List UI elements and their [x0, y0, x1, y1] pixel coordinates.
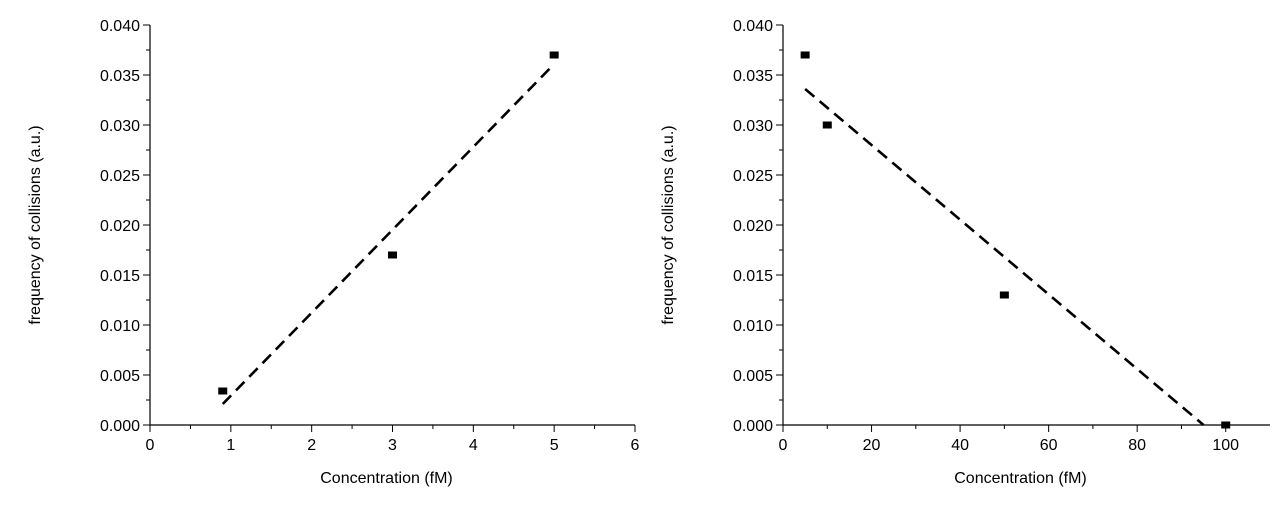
y-tick-label: 0.030: [733, 118, 773, 135]
x-tick-label: 100: [1212, 437, 1239, 454]
x-tick-label: 40: [951, 437, 969, 454]
y-tick-label: 0.005: [733, 368, 773, 385]
chart-panel-1: 0.000 0.005 0.010 0.015 0.020 0.025 0.030 0.035…: [27, 18, 640, 487]
y-tick-label: 0.000: [733, 418, 773, 435]
y-tick-label: 0.015: [733, 268, 773, 285]
x-tick-label: 5: [550, 437, 559, 454]
data-point: [388, 251, 397, 259]
fit-line: [804, 88, 1205, 426]
y-tick-label: 0.030: [100, 118, 140, 135]
x-tick-label: 0: [146, 437, 155, 454]
data-point: [822, 121, 832, 129]
data-point: [999, 291, 1009, 299]
y-axis-title: frequency of collisions (a.u.): [27, 125, 44, 324]
y-tick-label: 0.000: [100, 418, 140, 435]
y-tick-label: 0.015: [100, 268, 140, 285]
x-tick-label: 80: [1128, 437, 1146, 454]
y-axis-title: frequency of collisions (a.u.): [660, 125, 677, 324]
x-tick-label: 6: [631, 437, 640, 454]
x-tick-label: 2: [307, 437, 316, 454]
x-tick-label: 1: [226, 437, 235, 454]
y-tick-label: 0.020: [100, 218, 140, 235]
x-tick-label: 0: [779, 437, 788, 454]
x-tick-label: 60: [1040, 437, 1058, 454]
y-tick-label: 0.035: [100, 68, 140, 85]
y-tick-label: 0.035: [733, 68, 773, 85]
y-tick-label: 0.025: [733, 168, 773, 185]
x-axis-title: Concentration (fM): [320, 470, 453, 487]
data-point: [800, 51, 810, 59]
data-point: [218, 387, 228, 395]
y-tick-label: 0.010: [733, 318, 773, 335]
y-tick-label: 0.025: [100, 168, 140, 185]
y-tick-label: 0.040: [100, 18, 140, 35]
x-tick-label: 20: [863, 437, 881, 454]
y-tick-label: 0.020: [733, 218, 773, 235]
y-tick-label: 0.010: [100, 318, 140, 335]
y-tick-label: 0.040: [733, 18, 773, 35]
x-axis-title: Concentration (fM): [954, 470, 1087, 487]
x-tick-label: 3: [388, 437, 397, 454]
fit-line: [221, 63, 556, 405]
data-point: [1221, 421, 1231, 429]
chart-panel-2: 0.000 0.005 0.010 0.015 0.020 0.025 0.030 0.035…: [660, 18, 1270, 487]
y-tick-label: 0.005: [100, 368, 140, 385]
data-point: [549, 51, 559, 59]
x-tick-label: 4: [469, 437, 478, 454]
